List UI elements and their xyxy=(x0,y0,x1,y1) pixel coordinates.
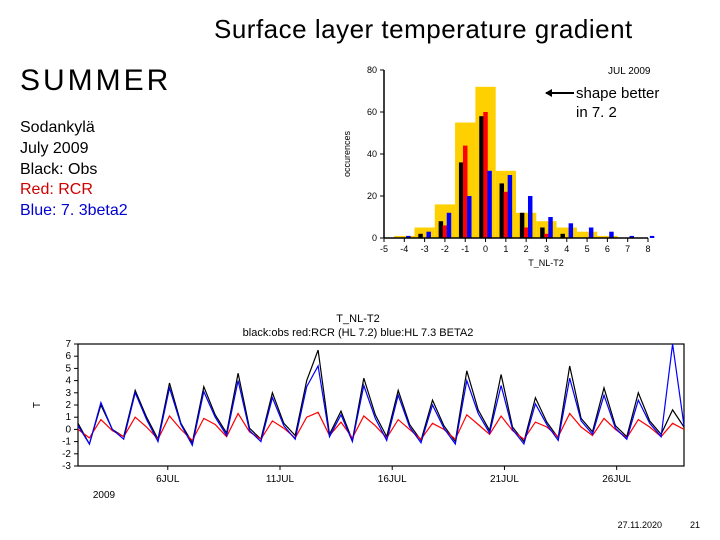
summer-label: SUMMER xyxy=(20,64,171,98)
svg-text:7: 7 xyxy=(625,244,630,254)
svg-text:60: 60 xyxy=(367,107,377,117)
histogram-chart: 0 20 40 60 80 -5 -4 -3 -2 -1 0 1 2 3 4 5 6 7 8 occurences T_… xyxy=(336,58,656,268)
svg-text:5: 5 xyxy=(65,363,71,374)
svg-text:8: 8 xyxy=(645,244,650,254)
svg-text:11JUL: 11JUL xyxy=(266,474,295,485)
svg-text:2: 2 xyxy=(524,244,529,254)
page-title: Surface layer temperature gradient xyxy=(214,14,633,45)
svg-text:-2: -2 xyxy=(62,449,71,460)
legend-location: Sodankylä xyxy=(20,118,128,139)
svg-text:40: 40 xyxy=(367,149,377,159)
svg-text:JUL 2009: JUL 2009 xyxy=(608,66,651,77)
footer-page-number: 21 xyxy=(690,520,700,530)
legend-obs: Black: Obs xyxy=(20,160,128,181)
svg-text:1: 1 xyxy=(503,244,508,254)
svg-text:4: 4 xyxy=(65,376,71,387)
svg-text:26JUL: 26JUL xyxy=(602,474,631,485)
svg-text:-5: -5 xyxy=(380,244,388,254)
svg-text:-3: -3 xyxy=(62,461,71,472)
svg-text:0: 0 xyxy=(372,233,377,243)
svg-text:1: 1 xyxy=(65,412,71,423)
svg-text:-1: -1 xyxy=(461,244,469,254)
svg-text:-2: -2 xyxy=(441,244,449,254)
svg-text:0: 0 xyxy=(65,424,71,435)
svg-text:6: 6 xyxy=(65,351,71,362)
svg-text:3: 3 xyxy=(544,244,549,254)
svg-text:6: 6 xyxy=(605,244,610,254)
svg-text:occurences: occurences xyxy=(342,130,352,177)
legend-b2: Blue: 7. 3beta2 xyxy=(20,201,128,222)
svg-text:20: 20 xyxy=(367,191,377,201)
svg-text:black:obs red:RCR (HL 7.2) b: black:obs red:RCR (HL 7.2) blue:HL 7.3 B… xyxy=(243,327,474,339)
svg-text:T_NL-T2: T_NL-T2 xyxy=(336,313,379,325)
legend-rcr: Red: RCR xyxy=(20,180,128,201)
svg-text:2: 2 xyxy=(65,400,71,411)
svg-text:0: 0 xyxy=(483,244,488,254)
footer-date: 27.11.2020 xyxy=(618,520,662,530)
svg-text:3: 3 xyxy=(65,388,71,399)
svg-text:7: 7 xyxy=(65,339,71,350)
svg-text:16JUL: 16JUL xyxy=(378,474,407,485)
timeseries-chart: T_NL-T2 black:obs red:RCR (HL 7.2) blue:H… xyxy=(22,310,694,500)
svg-text:-4: -4 xyxy=(400,244,408,254)
svg-text:-1: -1 xyxy=(62,437,71,448)
svg-text:T: T xyxy=(32,402,43,408)
svg-text:T_NL-T2: T_NL-T2 xyxy=(528,258,564,268)
svg-text:5: 5 xyxy=(585,244,590,254)
svg-text:2009: 2009 xyxy=(93,490,116,500)
svg-text:21JUL: 21JUL xyxy=(490,474,519,485)
svg-text:6JUL: 6JUL xyxy=(156,474,180,485)
svg-text:-3: -3 xyxy=(421,244,429,254)
legend-block: Sodankylä July 2009 Black: Obs Red: RCR … xyxy=(20,118,128,222)
svg-text:80: 80 xyxy=(367,65,377,75)
legend-date: July 2009 xyxy=(20,139,128,160)
svg-text:4: 4 xyxy=(564,244,569,254)
